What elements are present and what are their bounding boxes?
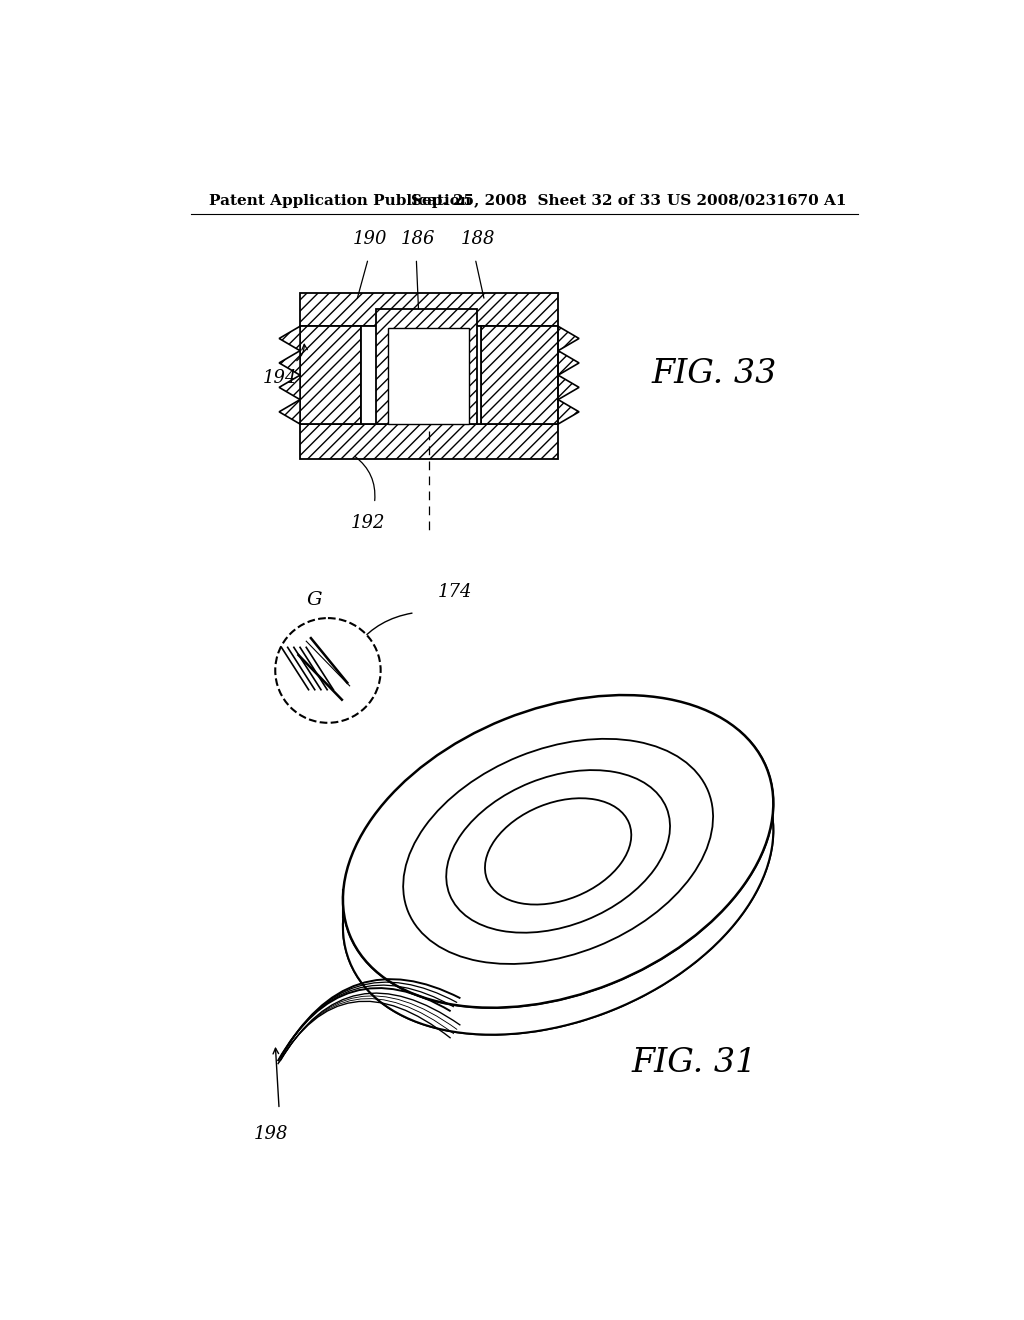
Bar: [300, 326, 360, 424]
Polygon shape: [280, 400, 300, 424]
Bar: [360, 326, 480, 424]
Polygon shape: [558, 375, 579, 400]
Polygon shape: [343, 731, 773, 1035]
Text: Sep. 25, 2008  Sheet 32 of 33: Sep. 25, 2008 Sheet 32 of 33: [411, 194, 660, 207]
Bar: [300, 424, 558, 459]
Bar: [480, 326, 558, 424]
Text: 198: 198: [254, 1125, 289, 1143]
Bar: [300, 326, 360, 424]
Text: 186: 186: [400, 230, 435, 248]
Text: Patent Application Publication: Patent Application Publication: [209, 194, 471, 207]
Text: FIG. 33: FIG. 33: [651, 358, 776, 389]
Polygon shape: [280, 351, 300, 375]
Polygon shape: [280, 375, 300, 400]
Bar: [300, 293, 558, 326]
Circle shape: [275, 618, 381, 723]
Text: US 2008/0231670 A1: US 2008/0231670 A1: [667, 194, 846, 207]
Text: 192: 192: [351, 515, 385, 532]
Ellipse shape: [343, 722, 773, 1035]
Polygon shape: [558, 351, 579, 375]
Polygon shape: [280, 326, 300, 351]
Polygon shape: [558, 400, 579, 424]
Ellipse shape: [343, 696, 773, 1007]
Bar: [480, 326, 558, 424]
Text: FIG. 31: FIG. 31: [632, 1047, 757, 1080]
Text: 188: 188: [461, 230, 496, 248]
Polygon shape: [558, 326, 579, 351]
Text: 174: 174: [438, 583, 472, 601]
Bar: [376, 309, 477, 424]
Bar: [376, 309, 477, 424]
Bar: [300, 424, 558, 459]
Bar: [300, 293, 558, 326]
Text: G: G: [306, 591, 322, 609]
Bar: [388, 327, 469, 424]
Text: 194: 194: [262, 368, 297, 387]
Text: 190: 190: [352, 230, 387, 248]
